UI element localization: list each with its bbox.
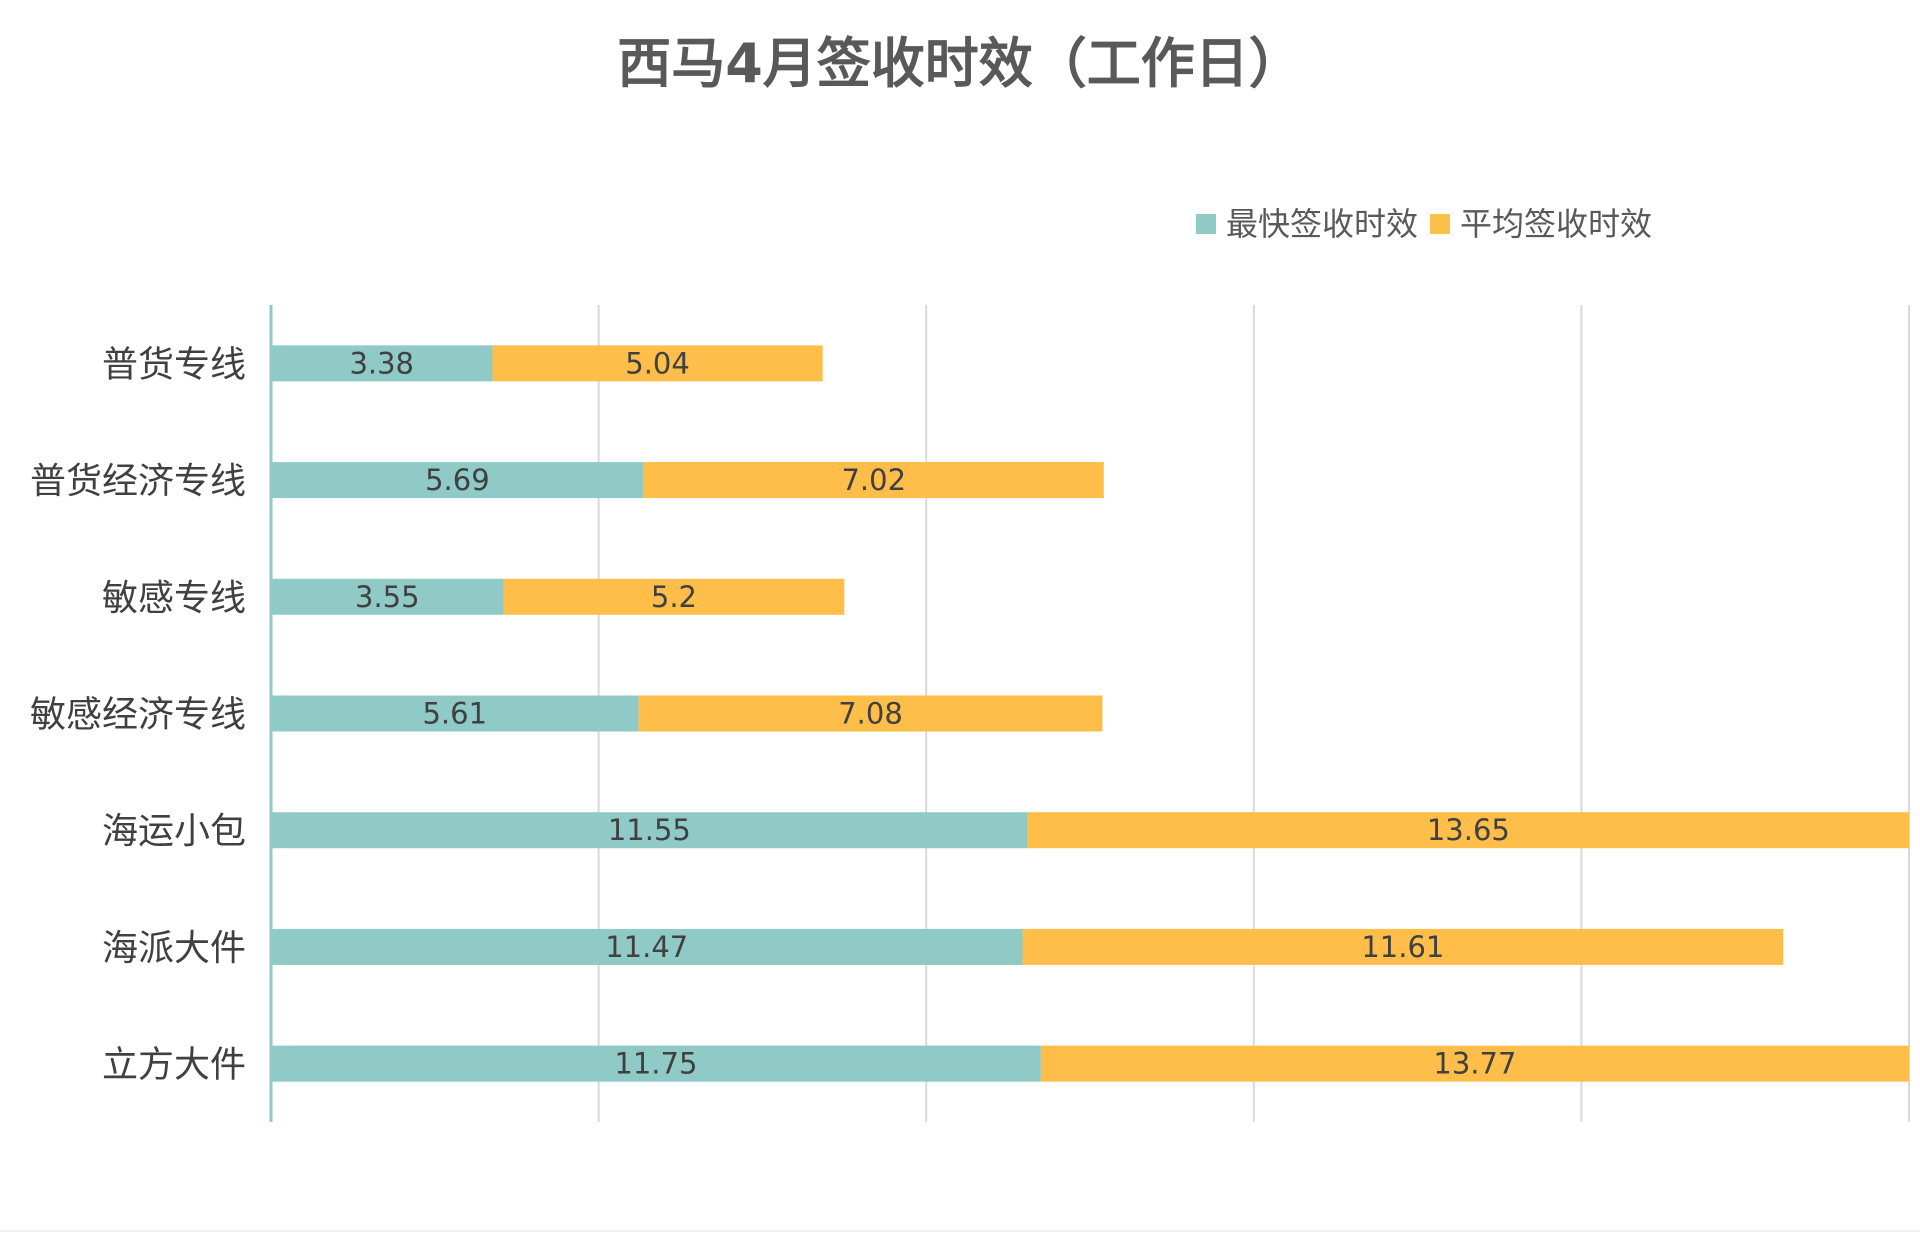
data-label: 5.04 <box>625 346 690 380</box>
category-label: 普货经济专线 <box>30 461 246 502</box>
data-label: 5.2 <box>651 580 697 614</box>
legend-label: 最快签收时效 <box>1226 205 1418 243</box>
legend-swatch <box>1196 214 1216 234</box>
category-label: 海运小包 <box>102 811 246 852</box>
bars <box>271 345 1909 1082</box>
data-label: 5.69 <box>425 463 490 497</box>
bar-fastest <box>271 578 504 615</box>
bar-fastest <box>271 695 639 732</box>
bar-fastest <box>271 1045 1041 1082</box>
category-label: 海派大件 <box>102 928 246 969</box>
data-label: 11.75 <box>614 1047 697 1081</box>
bar-average <box>1040 1045 1909 1082</box>
category-label: 敏感专线 <box>102 578 246 619</box>
bar-fastest <box>271 812 1028 849</box>
bar-average <box>503 578 845 615</box>
data-label: 3.38 <box>349 346 414 380</box>
data-label: 5.61 <box>422 697 487 731</box>
legend: 最快签收时效 平均签收时效 <box>1196 205 1652 243</box>
data-label: 3.55 <box>355 580 420 614</box>
chart-title: 西马4月签收时效（工作日） <box>617 32 1303 95</box>
category-label: 敏感经济专线 <box>30 695 246 736</box>
bar-average <box>1022 928 1784 965</box>
data-label: 11.47 <box>605 930 688 964</box>
data-label: 11.61 <box>1361 930 1444 964</box>
gridlines <box>597 305 1910 1122</box>
data-label: 7.08 <box>838 697 903 731</box>
bar-fastest <box>271 462 644 499</box>
bar-average <box>638 695 1103 732</box>
bar-average <box>643 462 1104 499</box>
data-label: 13.65 <box>1427 813 1510 847</box>
legend-label: 平均签收时效 <box>1460 205 1652 243</box>
category-label: 普货专线 <box>102 344 246 385</box>
category-label: 立方大件 <box>102 1045 246 1086</box>
data-label: 11.55 <box>608 813 691 847</box>
data-labels: 3.38 5.04 5.69 7.02 3.55 5.2 5.61 7.08 11.55 13.6… <box>349 346 1516 1080</box>
legend-swatch <box>1430 214 1450 234</box>
data-label: 13.77 <box>1433 1047 1516 1081</box>
bar-average <box>1027 812 1909 849</box>
data-label: 7.02 <box>841 463 906 497</box>
bar-average <box>492 345 823 382</box>
bar-fastest <box>271 928 1023 965</box>
bar-fastest <box>271 345 493 382</box>
